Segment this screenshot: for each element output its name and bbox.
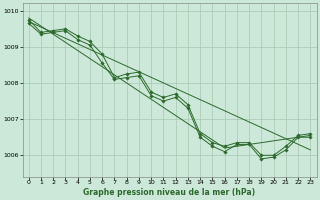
X-axis label: Graphe pression niveau de la mer (hPa): Graphe pression niveau de la mer (hPa) [84,188,256,197]
